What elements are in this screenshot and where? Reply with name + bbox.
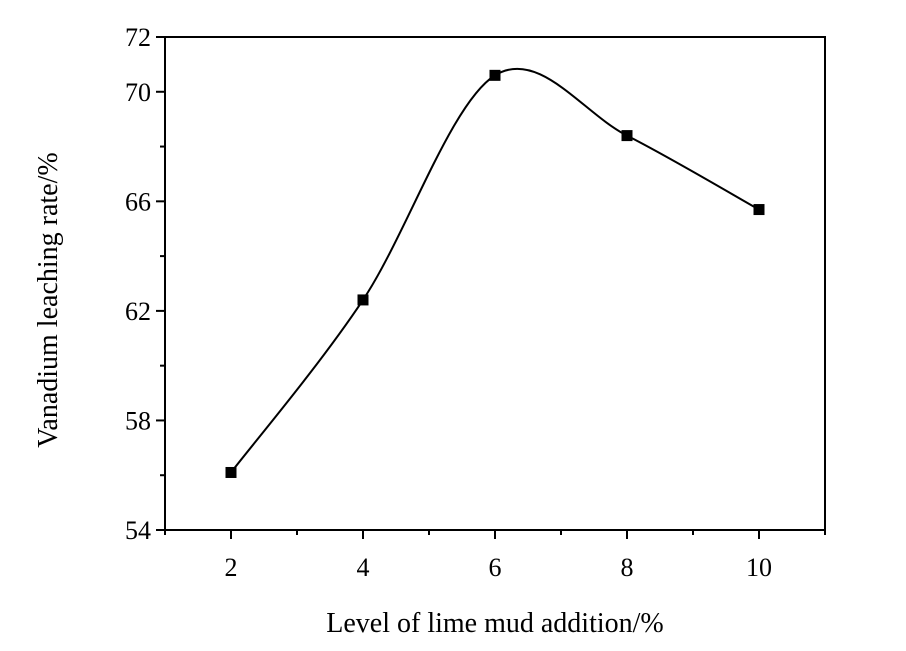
y-tick-label: 66 xyxy=(125,187,151,216)
x-tick-label: 2 xyxy=(225,553,238,582)
y-tick-label: 62 xyxy=(125,297,151,326)
data-point xyxy=(621,130,633,142)
data-point xyxy=(489,69,501,81)
y-tick-label: 54 xyxy=(125,516,151,545)
x-axis-ticks: 2 4 6 8 10 xyxy=(164,530,826,582)
x-tick-label: 6 xyxy=(489,553,502,582)
plot-frame xyxy=(164,36,826,531)
x-tick-label: 4 xyxy=(357,553,370,582)
x-tick-label: 8 xyxy=(621,553,634,582)
x-axis-title: Level of lime mud addition/% xyxy=(326,608,663,639)
data-point xyxy=(753,204,765,216)
data-point xyxy=(357,294,369,306)
x-tick-label: 10 xyxy=(746,553,772,582)
series-layer xyxy=(225,67,765,478)
y-axis-ticks: 54 58 62 66 70 72 xyxy=(125,23,165,545)
data-point xyxy=(225,466,237,478)
y-tick-label: 72 xyxy=(125,23,151,52)
y-axis-title: Vanadium leaching rate/% xyxy=(33,152,64,447)
y-tick-label: 70 xyxy=(125,78,151,107)
y-tick-label: 58 xyxy=(125,406,151,435)
series-line xyxy=(230,67,760,474)
